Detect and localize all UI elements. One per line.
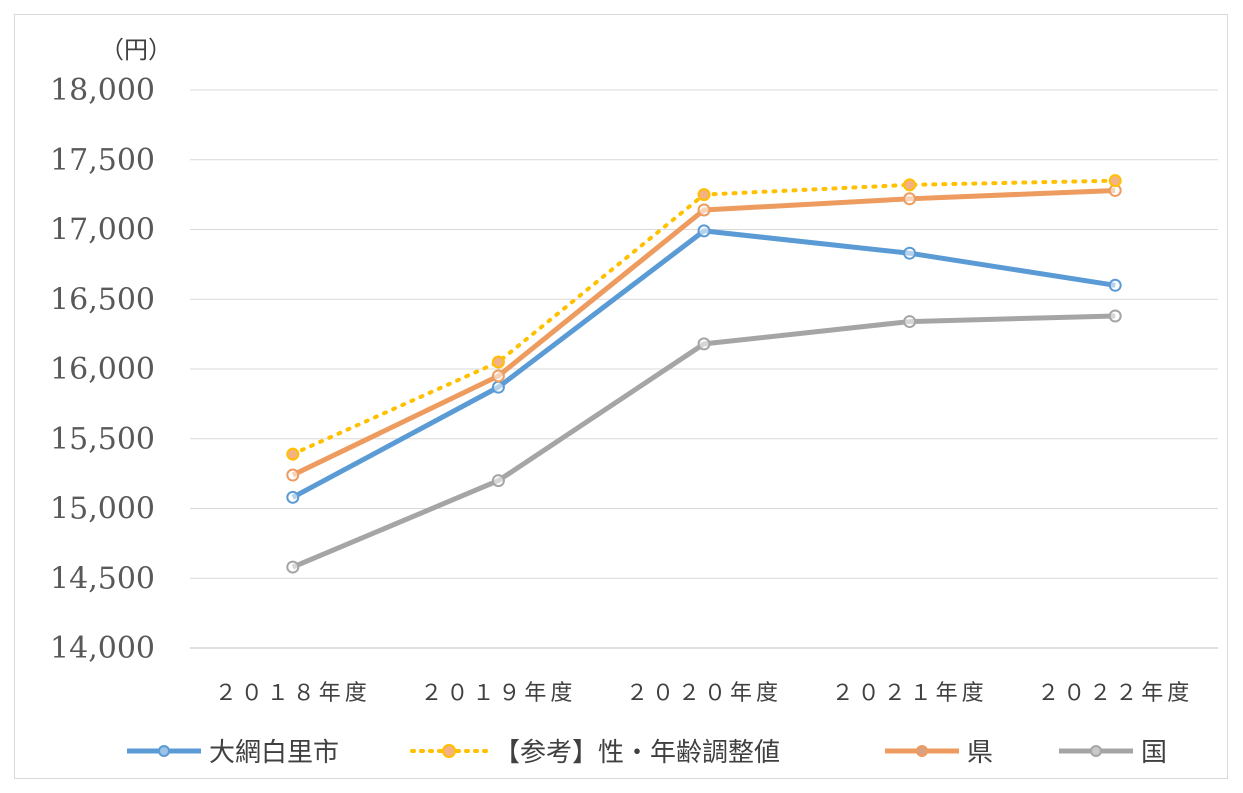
x-tick-label: ２０１９年度 bbox=[420, 681, 576, 706]
chart-frame bbox=[14, 14, 1228, 779]
y-tick-label: 15,000 bbox=[50, 492, 155, 527]
data-point bbox=[697, 224, 711, 238]
data-point bbox=[697, 203, 711, 217]
series-line bbox=[291, 228, 1116, 500]
data-point bbox=[491, 474, 505, 488]
data-point bbox=[903, 192, 917, 206]
legend-item-reference-adjusted: 【参考】性・年齢調整値 bbox=[410, 732, 780, 769]
x-axis-ticks: ２０１８年度 ２０１９年度 ２０２０年度 ２０２１年度 ２０２２年度 bbox=[215, 681, 1193, 706]
gridlines bbox=[190, 89, 1218, 649]
data-point bbox=[1108, 174, 1122, 188]
legend: 大網白里市 【参考】性・年齢調整値 県 国 bbox=[125, 732, 1167, 772]
legend-item-national: 国 bbox=[1057, 732, 1167, 769]
data-point bbox=[697, 337, 711, 351]
legend-label: 【参考】性・年齢調整値 bbox=[494, 738, 781, 768]
data-point bbox=[491, 369, 505, 383]
legend-label: 県 bbox=[967, 738, 994, 768]
data-point bbox=[286, 468, 300, 482]
legend-line-icon bbox=[1059, 744, 1133, 757]
legend-line-icon bbox=[885, 744, 959, 757]
legend-label: 国 bbox=[1141, 738, 1168, 768]
data-point bbox=[491, 380, 505, 394]
x-tick-label: ２０１８年度 bbox=[215, 681, 371, 706]
y-tick-label: 17,500 bbox=[50, 143, 155, 178]
y-tick-label: 18,000 bbox=[50, 73, 155, 108]
y-axis-ticks: 14,000 14,500 15,000 15,500 16,000 16,500 17,0… bbox=[50, 73, 155, 666]
legend-item-prefecture: 県 bbox=[883, 732, 993, 769]
data-point bbox=[286, 447, 300, 461]
y-tick-label: 16,000 bbox=[50, 352, 155, 387]
series-3 bbox=[286, 309, 1122, 574]
series-lines bbox=[286, 174, 1122, 574]
data-point bbox=[903, 246, 917, 260]
data-point bbox=[1108, 278, 1122, 292]
series-0 bbox=[286, 224, 1122, 504]
y-tick-label: 15,500 bbox=[50, 422, 155, 457]
data-point bbox=[286, 560, 300, 574]
y-tick-label: 14,000 bbox=[50, 631, 155, 666]
data-point bbox=[903, 315, 917, 329]
y-axis-unit-label: （円） bbox=[100, 36, 172, 64]
x-tick-label: ２０２２年度 bbox=[1037, 681, 1193, 706]
data-point bbox=[286, 490, 300, 504]
series-1 bbox=[286, 174, 1122, 461]
legend-label: 大網白里市 bbox=[209, 738, 340, 768]
series-line bbox=[291, 313, 1116, 570]
data-point bbox=[697, 188, 711, 202]
x-tick-label: ２０２１年度 bbox=[832, 681, 988, 706]
legend-item-oamishirasato: 大網白里市 bbox=[125, 732, 339, 769]
data-point bbox=[903, 178, 917, 192]
y-tick-label: 14,500 bbox=[50, 561, 155, 596]
data-point bbox=[491, 355, 505, 369]
data-point bbox=[1108, 309, 1122, 323]
legend-dotted-icon bbox=[410, 743, 488, 758]
y-tick-label: 16,500 bbox=[50, 282, 155, 317]
y-tick-label: 17,000 bbox=[50, 213, 155, 248]
legend-line-icon bbox=[127, 744, 201, 757]
x-tick-label: ２０２０年度 bbox=[626, 681, 782, 706]
